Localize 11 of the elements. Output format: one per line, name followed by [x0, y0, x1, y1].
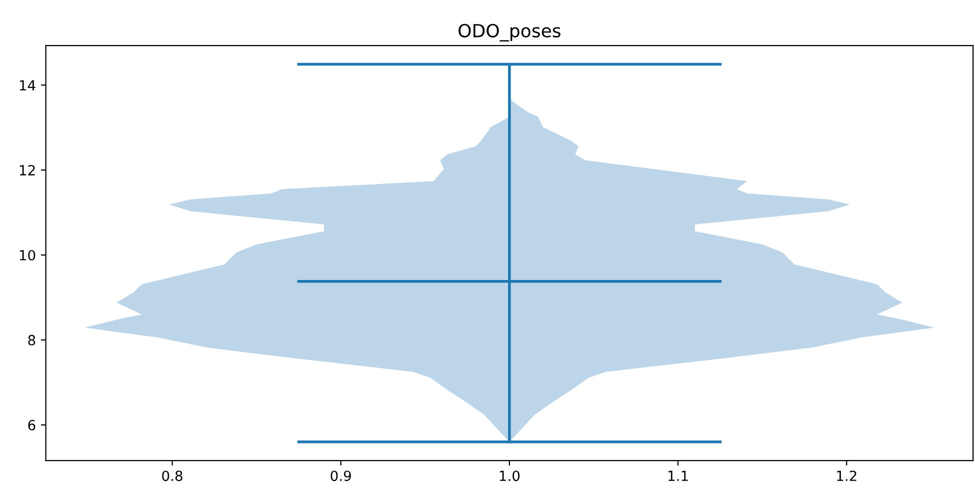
y-tick-label: 8	[28, 334, 36, 346]
x-tick-label: 0.8	[162, 470, 182, 482]
y-tick-label: 14	[20, 80, 36, 90]
y-tick-label: 6	[28, 420, 36, 430]
chart-title: ODO_poses	[458, 24, 560, 42]
x-tick-label: 0.9	[330, 470, 351, 482]
x-tick-label: 1.1	[668, 470, 688, 481]
x-tick-label: 1.2	[837, 470, 856, 481]
y-tick-label: 10	[20, 250, 36, 260]
x-tick-label: 1.0	[500, 470, 520, 482]
y-tick-label: 12	[20, 165, 35, 176]
